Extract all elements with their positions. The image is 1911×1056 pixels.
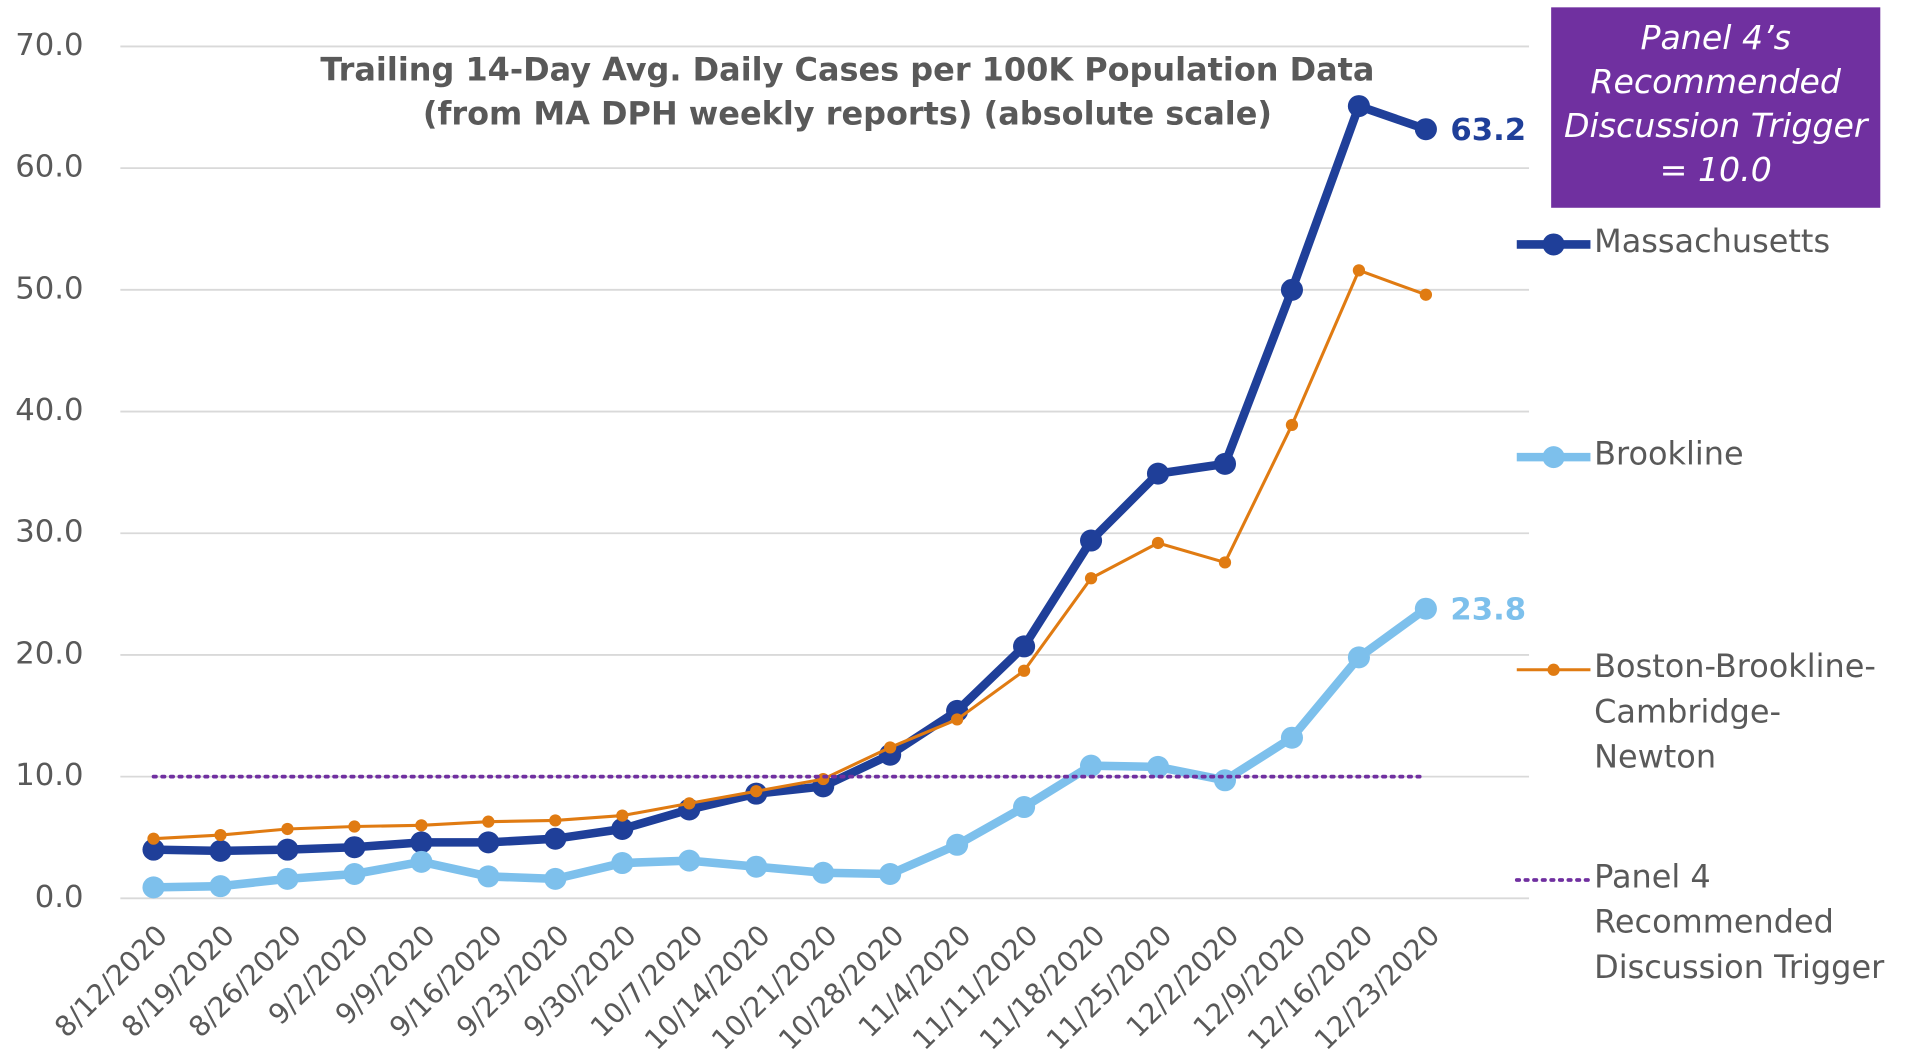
annotation-holder: Panel 4’s Recommended Discussion Trigger… bbox=[1563, 19, 1868, 190]
marker bbox=[1079, 754, 1103, 777]
annotation-box bbox=[1551, 7, 1881, 208]
title-box: Trailing 14-Day Avg. Daily Cases per 100… bbox=[320, 52, 1375, 134]
marker bbox=[616, 809, 629, 822]
marker bbox=[1146, 755, 1170, 778]
marker bbox=[1352, 264, 1366, 277]
marker bbox=[1017, 664, 1031, 677]
legend-holder: Massachusetts bbox=[1594, 223, 1831, 261]
line bbox=[153, 101, 1428, 856]
marker bbox=[1084, 572, 1098, 585]
marker bbox=[477, 831, 500, 854]
marker bbox=[1146, 462, 1170, 485]
grid bbox=[120, 45, 1530, 900]
marker bbox=[477, 865, 500, 888]
legend-label: Massachusetts bbox=[1594, 223, 1831, 261]
marker bbox=[343, 862, 366, 885]
marker bbox=[1414, 597, 1437, 620]
marker bbox=[209, 875, 232, 898]
marker bbox=[1347, 95, 1370, 118]
marker bbox=[276, 838, 299, 861]
y-tick-label: 50.0 bbox=[15, 271, 83, 306]
marker bbox=[1414, 118, 1437, 141]
marker bbox=[1280, 726, 1304, 749]
marker bbox=[214, 828, 227, 842]
marker bbox=[946, 833, 969, 856]
marker bbox=[1213, 769, 1237, 792]
legend-label: Brookline bbox=[1594, 436, 1744, 473]
marker bbox=[142, 838, 165, 861]
marker bbox=[1280, 278, 1304, 301]
legend-holder: Panel 4 Recommended Discussion Trigger bbox=[1594, 859, 1885, 987]
y-tick-label: 40.0 bbox=[15, 393, 83, 428]
marker bbox=[348, 820, 361, 833]
y-tick-label: 60.0 bbox=[15, 150, 83, 185]
marker bbox=[1218, 556, 1232, 569]
marker bbox=[410, 831, 433, 854]
marker bbox=[683, 797, 696, 810]
marker bbox=[142, 876, 165, 899]
data-label: 63.2 bbox=[1450, 113, 1526, 148]
marker bbox=[276, 867, 299, 890]
marker bbox=[482, 815, 495, 828]
marker bbox=[812, 861, 835, 884]
chart-title: Trailing 14-Day Avg. Daily Cases per 100… bbox=[320, 52, 1375, 134]
legend-label: Panel 4 Recommended Discussion Trigger bbox=[1594, 859, 1885, 987]
y-tick-label: 10.0 bbox=[15, 758, 83, 793]
legend-marker bbox=[1547, 663, 1560, 676]
marker bbox=[410, 850, 433, 873]
legend-marker bbox=[1542, 233, 1565, 256]
legend-label: Boston-Brookline-Cambridge-Newton bbox=[1594, 649, 1876, 777]
marker bbox=[678, 849, 701, 872]
marker bbox=[281, 822, 294, 836]
marker bbox=[817, 772, 830, 786]
marker bbox=[1347, 646, 1370, 669]
marker bbox=[1079, 529, 1103, 552]
marker bbox=[147, 832, 160, 845]
marker bbox=[415, 819, 428, 832]
marker bbox=[884, 741, 897, 754]
marker bbox=[209, 839, 232, 862]
marker bbox=[1151, 536, 1165, 550]
marker bbox=[745, 855, 768, 878]
legend-holder: Boston-Brookline-Cambridge-Newton bbox=[1594, 649, 1876, 777]
marker bbox=[1419, 288, 1433, 301]
marker bbox=[750, 785, 763, 798]
line bbox=[153, 268, 1427, 841]
marker bbox=[611, 852, 634, 875]
annotation: Panel 4’s Recommended Discussion Trigger… bbox=[1563, 19, 1868, 190]
marker bbox=[1013, 635, 1036, 658]
marker bbox=[544, 867, 567, 890]
marker bbox=[549, 814, 562, 827]
marker bbox=[1285, 418, 1299, 432]
series bbox=[142, 95, 1437, 862]
y-tick-label: 70.0 bbox=[15, 28, 83, 63]
series bbox=[147, 264, 1433, 845]
marker bbox=[611, 817, 634, 840]
series bbox=[142, 597, 1437, 899]
marker bbox=[1013, 796, 1036, 819]
marker bbox=[544, 827, 567, 850]
y-tick-label: 0.0 bbox=[35, 880, 84, 915]
y-tick-label: 20.0 bbox=[15, 636, 83, 671]
y-tick-label: 30.0 bbox=[15, 515, 83, 550]
data-label: 23.8 bbox=[1450, 593, 1526, 628]
marker bbox=[879, 862, 902, 885]
marker bbox=[1213, 452, 1237, 475]
marker bbox=[343, 836, 366, 859]
legend-marker bbox=[1542, 446, 1565, 469]
legend-holder: Brookline bbox=[1594, 436, 1744, 473]
marker bbox=[950, 713, 964, 726]
